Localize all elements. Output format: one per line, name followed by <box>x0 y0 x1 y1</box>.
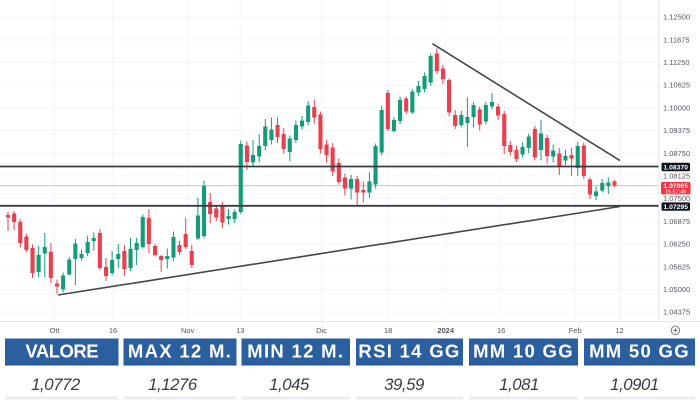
svg-text:MAX 12 M.: MAX 12 M. <box>128 341 232 362</box>
svg-text:MM 50 GG: MM 50 GG <box>589 341 690 362</box>
svg-text:16: 16 <box>497 326 505 335</box>
svg-text:15:57:46: 15:57:46 <box>665 190 686 196</box>
svg-text:13: 13 <box>236 326 244 335</box>
svg-text:39,59: 39,59 <box>384 375 424 394</box>
svg-text:1.06875: 1.06875 <box>663 217 690 226</box>
svg-text:1.10625: 1.10625 <box>663 81 690 90</box>
svg-text:VALORE: VALORE <box>25 341 98 362</box>
svg-text:MIN 12 M.: MIN 12 M. <box>247 341 344 362</box>
svg-text:1.08750: 1.08750 <box>663 149 690 158</box>
svg-text:16: 16 <box>109 326 117 335</box>
svg-text:1,0901: 1,0901 <box>610 375 659 394</box>
svg-text:1,1276: 1,1276 <box>148 375 198 394</box>
svg-text:1,045: 1,045 <box>269 375 310 394</box>
svg-text:1.07865: 1.07865 <box>663 183 688 190</box>
svg-text:1.04375: 1.04375 <box>663 308 690 317</box>
svg-text:2024: 2024 <box>437 326 455 335</box>
svg-text:1.05000: 1.05000 <box>663 285 690 294</box>
svg-text:Feb: Feb <box>569 326 582 335</box>
svg-text:18: 18 <box>384 326 392 335</box>
svg-text:1.12500: 1.12500 <box>663 13 690 22</box>
svg-text:Nov: Nov <box>181 326 195 335</box>
svg-text:1,0772: 1,0772 <box>31 375 81 394</box>
svg-text:1.11250: 1.11250 <box>663 58 690 67</box>
svg-text:1.06250: 1.06250 <box>663 240 690 249</box>
svg-text:1.11875: 1.11875 <box>663 35 690 44</box>
svg-text:12: 12 <box>615 326 623 335</box>
svg-text:Ott: Ott <box>50 326 61 335</box>
svg-text:Dic: Dic <box>316 326 327 335</box>
svg-text:1,081: 1,081 <box>499 375 539 394</box>
svg-text:1.09375: 1.09375 <box>663 126 690 135</box>
svg-text:1.08370: 1.08370 <box>663 164 688 171</box>
svg-text:1.07500: 1.07500 <box>663 194 690 203</box>
svg-text:1.10000: 1.10000 <box>663 103 690 112</box>
svg-text:1.08125: 1.08125 <box>663 172 690 181</box>
svg-text:RSI 14 GG: RSI 14 GG <box>358 341 460 362</box>
svg-text:MM 10 GG: MM 10 GG <box>473 341 574 362</box>
svg-text:1.07295: 1.07295 <box>663 204 688 211</box>
svg-text:1.05625: 1.05625 <box>663 262 690 271</box>
